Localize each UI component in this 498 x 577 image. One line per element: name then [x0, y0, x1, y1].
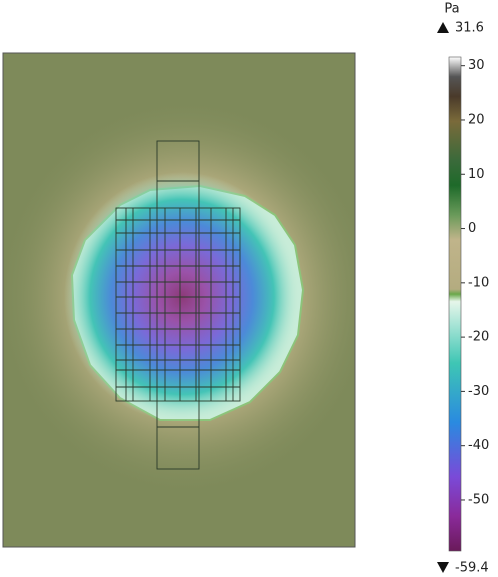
colorbar-tick-label: 10 — [468, 167, 485, 182]
colorbar-tick-label: -40 — [468, 438, 489, 453]
mesh-outline — [115, 207, 241, 402]
mesh-outline — [156, 140, 200, 470]
min-label: -59.4 — [455, 561, 489, 576]
colorbar — [448, 56, 462, 552]
mesh — [115, 140, 241, 470]
colorbar-tick-label: 0 — [468, 221, 476, 236]
domain — [3, 53, 355, 547]
colorbar-tick-label: -10 — [468, 275, 489, 290]
min-marker — [437, 562, 449, 573]
max-label: 31.6 — [455, 21, 484, 36]
colorbar-tick-label: 20 — [468, 112, 485, 127]
max-marker — [437, 22, 449, 33]
unit-label: Pa — [444, 2, 459, 17]
colorbar-tick-label: -20 — [468, 330, 489, 345]
domain-border — [2, 52, 356, 548]
colorbar-tick-label: -50 — [468, 492, 489, 507]
colorbar-tick-label: 30 — [468, 58, 485, 73]
colorbar-tick-label: -30 — [468, 384, 489, 399]
